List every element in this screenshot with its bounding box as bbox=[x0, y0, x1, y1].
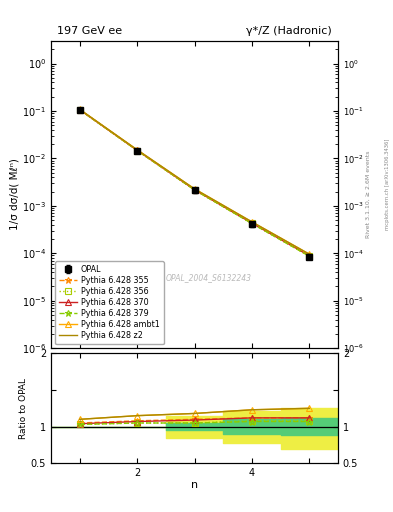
Line: Pythia 6.428 379: Pythia 6.428 379 bbox=[77, 106, 312, 259]
Pythia 6.428 379 bbox=[192, 187, 197, 193]
Pythia 6.428 356 bbox=[250, 221, 254, 227]
Pythia 6.428 370 bbox=[307, 252, 312, 259]
Pythia 6.428 ambt1 bbox=[135, 147, 140, 153]
Text: mcplots.cern.ch [arXiv:1306.3436]: mcplots.cern.ch [arXiv:1306.3436] bbox=[385, 139, 389, 230]
Pythia 6.428 379 bbox=[77, 106, 82, 113]
Pythia 6.428 356 bbox=[307, 253, 312, 259]
Text: OPAL_2004_S6132243: OPAL_2004_S6132243 bbox=[166, 273, 252, 282]
Y-axis label: Rivet 3.1.10, ≥ 2.6M events: Rivet 3.1.10, ≥ 2.6M events bbox=[365, 151, 370, 238]
Pythia 6.428 ambt1 bbox=[192, 186, 197, 192]
Pythia 6.428 356 bbox=[135, 147, 140, 154]
Legend: OPAL, Pythia 6.428 355, Pythia 6.428 356, Pythia 6.428 370, Pythia 6.428 379, Py: OPAL, Pythia 6.428 355, Pythia 6.428 356… bbox=[55, 261, 163, 344]
Pythia 6.428 355 bbox=[192, 187, 197, 193]
X-axis label: n: n bbox=[191, 480, 198, 489]
Pythia 6.428 z2 bbox=[250, 219, 254, 225]
Pythia 6.428 356 bbox=[77, 106, 82, 113]
Pythia 6.428 z2 bbox=[135, 147, 140, 153]
Y-axis label: 1/σ dσ/d( Mℓⁿ): 1/σ dσ/d( Mℓⁿ) bbox=[9, 159, 19, 230]
Pythia 6.428 ambt1 bbox=[77, 106, 82, 113]
Pythia 6.428 379 bbox=[135, 147, 140, 154]
Pythia 6.428 z2 bbox=[192, 186, 197, 192]
Line: Pythia 6.428 356: Pythia 6.428 356 bbox=[77, 107, 312, 259]
Text: γ*/Z (Hadronic): γ*/Z (Hadronic) bbox=[246, 26, 332, 36]
Pythia 6.428 355 bbox=[77, 106, 82, 113]
Pythia 6.428 355 bbox=[250, 220, 254, 226]
Pythia 6.428 ambt1 bbox=[307, 251, 312, 257]
Pythia 6.428 355 bbox=[307, 253, 312, 259]
Text: 197 GeV ee: 197 GeV ee bbox=[57, 26, 122, 36]
Pythia 6.428 379 bbox=[250, 221, 254, 227]
Pythia 6.428 356 bbox=[192, 187, 197, 193]
Y-axis label: Ratio to OPAL: Ratio to OPAL bbox=[19, 378, 28, 439]
Pythia 6.428 z2 bbox=[77, 106, 82, 113]
Pythia 6.428 370 bbox=[77, 106, 82, 113]
Pythia 6.428 370 bbox=[250, 220, 254, 226]
Pythia 6.428 z2 bbox=[307, 251, 312, 257]
Line: Pythia 6.428 ambt1: Pythia 6.428 ambt1 bbox=[77, 106, 312, 257]
Line: Pythia 6.428 370: Pythia 6.428 370 bbox=[77, 106, 312, 259]
Line: Pythia 6.428 z2: Pythia 6.428 z2 bbox=[80, 110, 309, 254]
Pythia 6.428 370 bbox=[135, 147, 140, 154]
Pythia 6.428 370 bbox=[192, 187, 197, 193]
Pythia 6.428 379 bbox=[307, 253, 312, 259]
Pythia 6.428 355 bbox=[135, 147, 140, 154]
Line: Pythia 6.428 355: Pythia 6.428 355 bbox=[77, 106, 312, 259]
Pythia 6.428 ambt1 bbox=[250, 219, 254, 225]
